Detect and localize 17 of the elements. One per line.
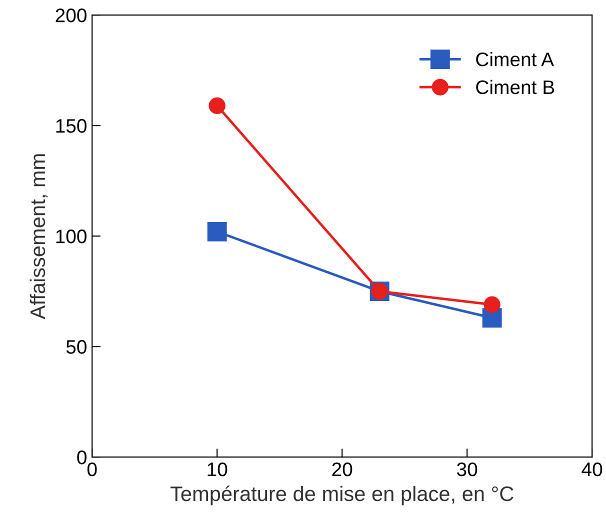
y-tick-label: 150 [56, 119, 86, 133]
x-axis-title: Température de mise en place, en °C [170, 486, 514, 506]
x-tick-label: 40 [582, 462, 602, 476]
x-tick-label: 0 [87, 462, 97, 476]
y-axis-title: Affaissement, mm [30, 154, 48, 320]
y-tick-label: 50 [66, 340, 86, 354]
x-tick-label: 20 [332, 462, 352, 476]
y-tick-label: 100 [56, 230, 86, 244]
x-tick-label: 30 [457, 462, 478, 476]
legend-label: Ciment A [476, 52, 554, 66]
point [207, 222, 227, 242]
point [484, 296, 500, 313]
y-tick-label: 200 [56, 8, 86, 22]
legend-label: Ciment B [476, 80, 554, 94]
y-tick-label: 0 [77, 450, 86, 464]
point [208, 97, 226, 114]
x-tick-label: 10 [208, 462, 228, 476]
